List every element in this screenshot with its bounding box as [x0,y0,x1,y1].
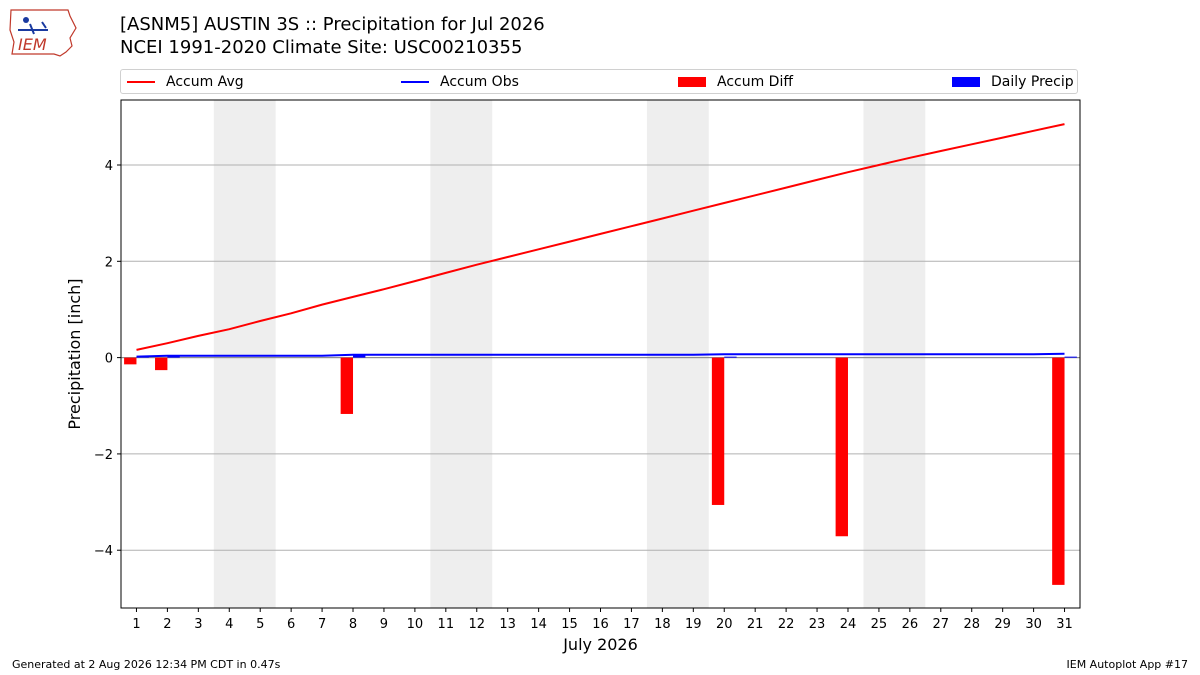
sun-icon [23,17,29,23]
legend-swatch-daily [952,76,980,87]
weekend-shade-0 [213,100,276,608]
legend-label-diff: Accum Diff [717,73,794,90]
accum-avg-line [136,123,1065,351]
legend-swatch-diff [678,76,706,87]
legend-accum-diff: Accum Diff [678,70,793,93]
x-tick-label: 21 [747,617,764,632]
x-tick-label: 26 [902,617,919,632]
y-tick-label: 2 [105,255,113,270]
legend-label-obs: Accum Obs [440,73,519,90]
iem-logo: IEM [9,9,77,57]
x-tick-label: 3 [194,617,202,632]
accum-obs-line [136,352,1065,358]
x-tick-label: 15 [561,617,578,632]
y-tick-label: −4 [94,544,113,559]
diff-bar [711,357,725,505]
x-tick-label: 17 [623,617,640,632]
x-tick-label: 31 [1056,617,1073,632]
x-tick-label: 10 [407,617,424,632]
legend-accum-avg: Accum Avg [127,70,244,93]
x-axis-label: July 2026 [562,635,638,654]
x-tick-label: 6 [287,617,295,632]
x-tick-label: 24 [840,617,857,632]
x-tick-label: 25 [871,617,888,632]
grid-lines [121,164,1080,551]
x-tick-label: 1 [132,617,140,632]
legend-label-daily: Daily Precip [991,73,1074,90]
daily-bar [724,356,737,358]
x-tick-label: 8 [349,617,357,632]
x-tick-label: 5 [256,617,264,632]
legend-daily-precip: Daily Precip [952,70,1074,93]
x-tick-label: 18 [654,617,671,632]
x-tick-label: 23 [809,617,826,632]
x-tick-label: 20 [716,617,733,632]
diff-bar [340,357,354,414]
x-tick-label: 14 [530,617,547,632]
legend: Accum Avg Accum Obs Accum Diff Daily Pre… [120,69,1078,94]
legend-swatch-obs [401,80,429,83]
bars [124,354,1077,585]
app-note: IEM Autoplot App #17 [1066,658,1189,671]
x-tick-label: 29 [994,617,1011,632]
diff-bar [124,357,137,365]
x-tick-label: 4 [225,617,233,632]
lines [136,123,1065,358]
y-tick-label: −2 [94,448,113,463]
x-tick-label: 7 [318,617,326,632]
y-tick-label: 4 [105,159,113,174]
diff-bar [835,357,848,537]
diff-bar [1052,357,1065,585]
legend-accum-obs: Accum Obs [401,70,519,93]
x-tick-label: 13 [499,617,516,632]
x-tick-label: 22 [778,617,795,632]
daily-bar [1064,356,1077,358]
diff-bar [155,357,168,371]
title-line-1: [ASNM5] AUSTIN 3S :: Precipitation for J… [120,14,545,35]
x-tick-label: 16 [592,617,609,632]
x-tick-label: 27 [933,617,950,632]
x-tick-label: 19 [685,617,702,632]
logo-text: IEM [18,35,47,54]
y-axis-label: Precipitation [inch] [65,278,84,429]
title-line-2: NCEI 1991-2020 Climate Site: USC00210355 [120,37,523,58]
x-tick-label: 11 [438,617,455,632]
chart-title: [ASNM5] AUSTIN 3S :: Precipitation for J… [120,13,545,59]
generated-note: Generated at 2 Aug 2026 12:34 PM CDT in … [12,658,281,671]
legend-label-avg: Accum Avg [166,73,244,90]
y-tick-label: 0 [105,352,113,367]
legend-swatch-avg [127,80,155,83]
x-tick-label: 9 [380,617,388,632]
x-tick-label: 12 [468,617,485,632]
x-tick-label: 28 [963,617,980,632]
x-tick-label: 30 [1025,617,1042,632]
x-tick-label: 2 [163,617,171,632]
daily-bar [353,354,366,358]
